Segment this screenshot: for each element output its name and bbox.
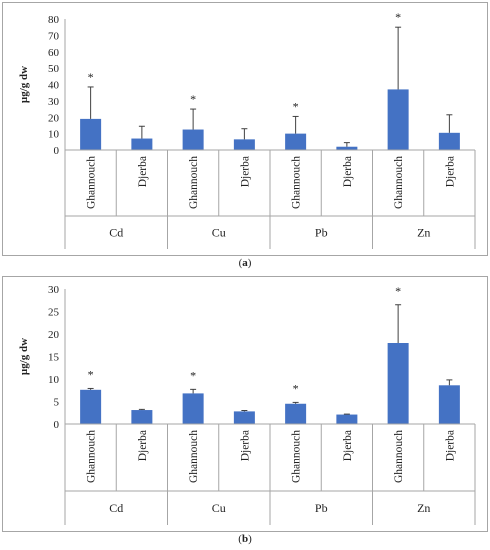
y-tick-label: 50 <box>48 63 60 75</box>
caption-a-letter: a <box>242 257 248 269</box>
x-category-label: Djerba <box>342 156 354 187</box>
bar-chart-b: µg/g dw 0 5 10 15 20 25 30 * * * * Ghannouch Djerba Gh… <box>18 284 476 525</box>
x-category-label: Djerba <box>239 430 251 461</box>
y-tick-label: 0 <box>54 419 60 431</box>
y-axis-label: µg/g dw <box>18 338 30 375</box>
y-tick-label: 80 <box>48 14 60 26</box>
bar <box>233 139 255 150</box>
bar <box>285 133 307 150</box>
x-group-label: Cu <box>212 501 226 515</box>
significance-mark: * <box>190 368 196 382</box>
y-tick-label: 30 <box>48 284 60 296</box>
y-tick-label: 0 <box>54 145 60 157</box>
caption-a-close: ) <box>247 257 252 269</box>
bar <box>387 343 409 424</box>
bar <box>131 410 153 424</box>
x-group-label: Cd <box>109 501 123 515</box>
y-axis-label: µg/g dw <box>18 66 30 103</box>
bar <box>131 138 153 150</box>
y-tick-label: 60 <box>48 47 60 59</box>
y-tick-label: 40 <box>48 80 60 92</box>
caption-a-open: ( <box>238 257 243 269</box>
chart-panel-b: µg/g dw 0 5 10 15 20 25 30 * * * * Ghannouch Djerba Gh… <box>2 276 488 532</box>
bar-chart-a: µg/g dw 0 10 20 30 40 50 60 70 80 * * * * Ghannouch Dje… <box>18 10 476 249</box>
caption-b: (b) <box>0 533 490 545</box>
bar <box>387 89 409 150</box>
x-group-label: Zn <box>417 226 430 240</box>
bar <box>285 403 307 424</box>
bar <box>438 385 460 424</box>
y-tick-label: 15 <box>48 352 60 364</box>
bar <box>438 132 460 150</box>
caption-b-close: ) <box>248 533 252 545</box>
bar <box>182 393 204 424</box>
x-category-label: Ghannouch <box>188 430 200 483</box>
x-category-label: Djerba <box>137 430 149 461</box>
y-tick-label: 20 <box>48 112 60 124</box>
y-tick-label: 25 <box>48 307 60 319</box>
bar <box>182 129 204 150</box>
x-group-label: Cd <box>109 226 123 240</box>
x-group-label: Zn <box>417 501 430 515</box>
bar <box>233 411 255 424</box>
significance-mark: * <box>293 99 299 113</box>
y-tick-label: 20 <box>48 329 60 341</box>
y-tick-label: 30 <box>48 96 60 108</box>
x-category-label: Ghannouch <box>291 430 303 483</box>
x-group-label: Pb <box>315 501 328 515</box>
caption-b-letter: b <box>241 533 249 545</box>
chart-panel-a: µg/g dw 0 10 20 30 40 50 60 70 80 * * * * Ghannouch Dje… <box>2 2 488 256</box>
x-category-label: Ghannouch <box>393 430 405 483</box>
x-category-label: Ghannouch <box>86 156 98 209</box>
caption-b-open: ( <box>238 533 242 545</box>
x-category-label: Ghannouch <box>188 156 200 209</box>
y-tick-label: 10 <box>48 374 60 386</box>
significance-mark: * <box>190 92 196 106</box>
caption-a: (a) <box>0 257 490 269</box>
x-category-label: Ghannouch <box>291 156 303 209</box>
significance-mark: * <box>293 381 299 395</box>
bar <box>80 389 102 424</box>
y-tick-label: 5 <box>54 397 60 409</box>
significance-mark: * <box>395 10 401 24</box>
x-category-label: Ghannouch <box>393 156 405 209</box>
x-group-label: Pb <box>315 226 328 240</box>
x-category-label: Djerba <box>444 156 456 187</box>
bar <box>336 146 358 150</box>
bar <box>80 118 102 150</box>
significance-mark: * <box>88 367 94 381</box>
x-category-label: Ghannouch <box>86 430 98 483</box>
significance-mark: * <box>88 70 94 84</box>
bar <box>336 414 358 424</box>
y-tick-label: 10 <box>48 129 60 141</box>
x-group-label: Cu <box>212 226 226 240</box>
significance-mark: * <box>395 284 401 298</box>
x-category-label: Djerba <box>137 156 149 187</box>
x-category-label: Djerba <box>239 156 251 187</box>
x-category-label: Djerba <box>444 430 456 461</box>
x-category-label: Djerba <box>342 430 354 461</box>
y-tick-label: 70 <box>48 30 60 42</box>
